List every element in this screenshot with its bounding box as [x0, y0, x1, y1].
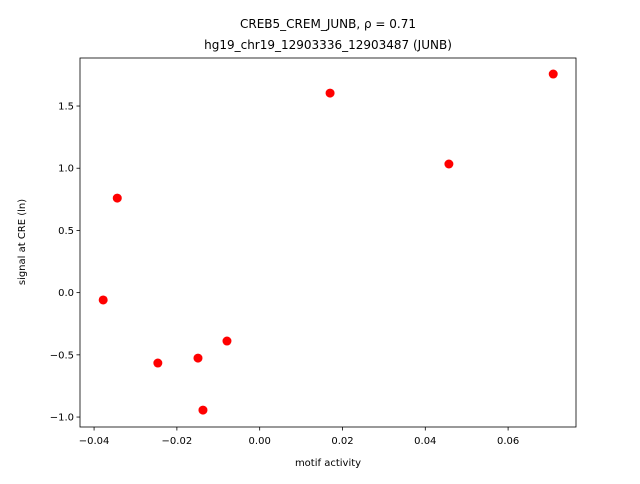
y-tick-label: 0.0 — [58, 288, 74, 299]
x-axis-label: motif activity — [295, 458, 361, 469]
y-tick-label: −1.0 — [50, 413, 74, 424]
x-tick-label: 0.00 — [249, 436, 271, 447]
chart-subtitle: hg19_chr19_12903336_12903487 (JUNB) — [204, 38, 452, 52]
point — [198, 405, 208, 415]
y-tick-label: 1.0 — [58, 164, 74, 175]
y-axis-label: signal at CRE (ln) — [17, 199, 28, 285]
plot-frame — [79, 57, 577, 428]
point — [153, 358, 163, 368]
x-tick-label: −0.04 — [79, 436, 110, 447]
x-tick-label: 0.06 — [497, 436, 519, 447]
y-tick-label: 0.5 — [58, 226, 74, 237]
point — [193, 353, 203, 363]
y-tick-label: −0.5 — [50, 350, 74, 361]
point — [444, 159, 454, 169]
x-tick-label: −0.02 — [162, 436, 193, 447]
point — [98, 295, 108, 305]
point — [112, 193, 122, 203]
point — [325, 88, 335, 98]
point — [548, 69, 558, 79]
y-tick-label: 1.5 — [58, 102, 74, 113]
point — [222, 336, 232, 346]
chart-title: CREB5_CREM_JUNB, ρ = 0.71 — [240, 17, 416, 31]
x-tick-label: 0.02 — [331, 436, 353, 447]
x-tick-label: 0.04 — [414, 436, 436, 447]
